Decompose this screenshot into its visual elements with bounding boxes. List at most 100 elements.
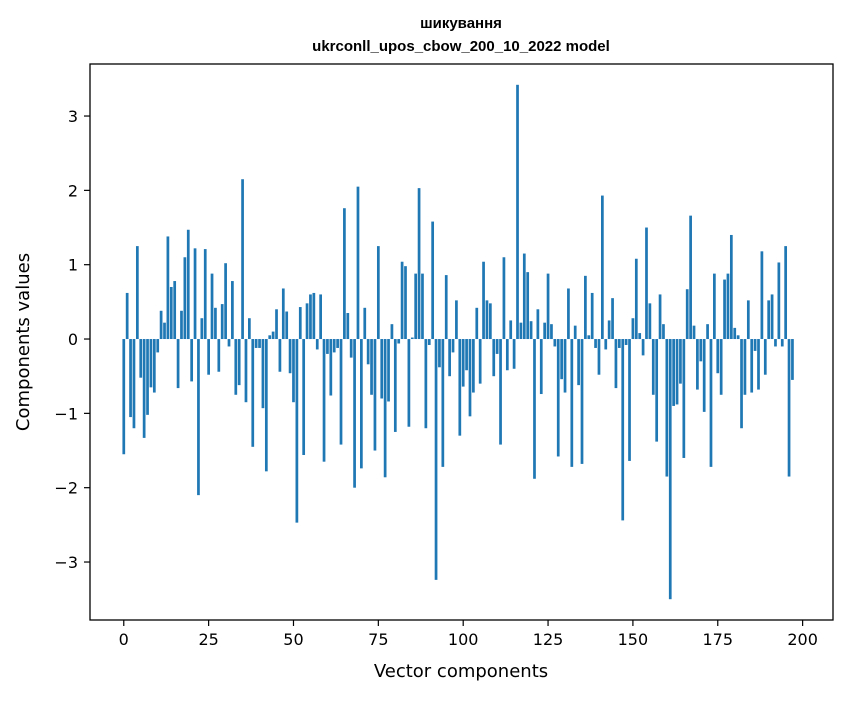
bar-31 — [227, 339, 231, 347]
bar-102 — [468, 339, 472, 417]
bar-155 — [648, 303, 652, 340]
bar-53 — [302, 339, 306, 455]
bar-104 — [475, 307, 479, 340]
bar-51 — [295, 339, 299, 523]
bar-142 — [604, 339, 608, 350]
bar-64 — [339, 339, 343, 445]
bar-10 — [156, 339, 160, 353]
bar-101 — [465, 339, 468, 371]
bar-122 — [536, 309, 540, 340]
bar-75 — [376, 246, 380, 340]
bar-143 — [607, 320, 611, 340]
bar-174 — [713, 273, 716, 340]
bar-98 — [455, 300, 458, 340]
bar-55 — [309, 294, 312, 340]
bar-113 — [505, 339, 509, 371]
bar-16 — [176, 339, 180, 389]
bar-129 — [560, 339, 563, 380]
bar-82 — [400, 261, 404, 340]
bar-39 — [254, 339, 258, 348]
bar-77 — [383, 339, 387, 478]
bar-2 — [129, 339, 132, 418]
x-tick-label: 100 — [448, 630, 479, 649]
x-tick-label: 125 — [533, 630, 564, 649]
bar-152 — [638, 333, 642, 340]
bar-69 — [356, 186, 360, 340]
bar-127 — [553, 339, 557, 347]
bar-24 — [203, 249, 207, 340]
bar-79 — [390, 324, 394, 340]
bar-20 — [190, 339, 194, 382]
bar-26 — [210, 273, 214, 340]
bar-11 — [159, 310, 163, 340]
bar-27 — [214, 307, 217, 340]
bar-141 — [601, 195, 604, 340]
bar-188 — [760, 251, 764, 340]
bar-125 — [546, 273, 550, 340]
bar-33 — [234, 339, 238, 395]
bar-193 — [777, 262, 781, 340]
bar-6 — [142, 339, 146, 438]
bar-144 — [611, 298, 614, 340]
bar-29 — [220, 304, 224, 340]
bar-194 — [780, 339, 784, 347]
bar-18 — [183, 257, 187, 340]
bar-72 — [366, 339, 370, 365]
bar-165 — [682, 339, 686, 458]
bar-191 — [770, 294, 774, 340]
bar-36 — [244, 339, 248, 403]
bar-28 — [217, 339, 221, 372]
bar-106 — [482, 261, 485, 340]
bar-9 — [152, 339, 156, 393]
bar-170 — [699, 339, 703, 362]
bar-112 — [502, 257, 506, 340]
bar-87 — [417, 188, 421, 340]
bar-14 — [169, 286, 173, 340]
bars-layer — [122, 84, 794, 600]
bar-12 — [163, 322, 166, 340]
bar-169 — [696, 339, 699, 390]
bar-151 — [634, 258, 638, 340]
plot-frame — [89, 63, 834, 621]
bar-59 — [322, 339, 326, 462]
bar-68 — [353, 339, 356, 488]
bar-41 — [261, 339, 265, 409]
bar-164 — [679, 339, 682, 384]
bar-131 — [567, 288, 570, 340]
bar-124 — [543, 322, 547, 340]
bar-190 — [767, 300, 771, 340]
bar-90 — [427, 339, 431, 345]
bar-19 — [186, 229, 190, 340]
bar-100 — [461, 339, 465, 387]
bar-156 — [651, 339, 655, 395]
y-tick-label: 3 — [68, 107, 78, 126]
bar-44 — [271, 331, 275, 340]
bar-109 — [492, 339, 496, 377]
bar-32 — [231, 281, 234, 340]
bar-168 — [692, 325, 696, 340]
bar-176 — [719, 339, 723, 395]
bar-92 — [434, 339, 438, 580]
bar-30 — [224, 263, 227, 340]
y-tick-label: −3 — [54, 553, 78, 572]
chart-subtitle: ukrconll_upos_cbow_200_10_2022 model — [312, 38, 610, 55]
bar-130 — [563, 339, 567, 393]
x-tick-label: 175 — [702, 630, 733, 649]
bar-49 — [288, 339, 292, 374]
bar-99 — [458, 339, 462, 436]
bar-89 — [424, 339, 428, 429]
chart-title: шикування — [420, 15, 502, 32]
bar-42 — [264, 339, 268, 472]
bar-132 — [570, 339, 574, 467]
bar-195 — [784, 246, 788, 340]
bar-111 — [499, 339, 502, 445]
bar-120 — [529, 321, 533, 340]
bar-146 — [617, 339, 621, 348]
bar-73 — [370, 339, 373, 395]
bar-134 — [577, 339, 580, 386]
bar-78 — [387, 339, 390, 402]
bar-54 — [305, 303, 309, 340]
bar-85 — [410, 337, 414, 340]
bar-185 — [750, 339, 754, 393]
